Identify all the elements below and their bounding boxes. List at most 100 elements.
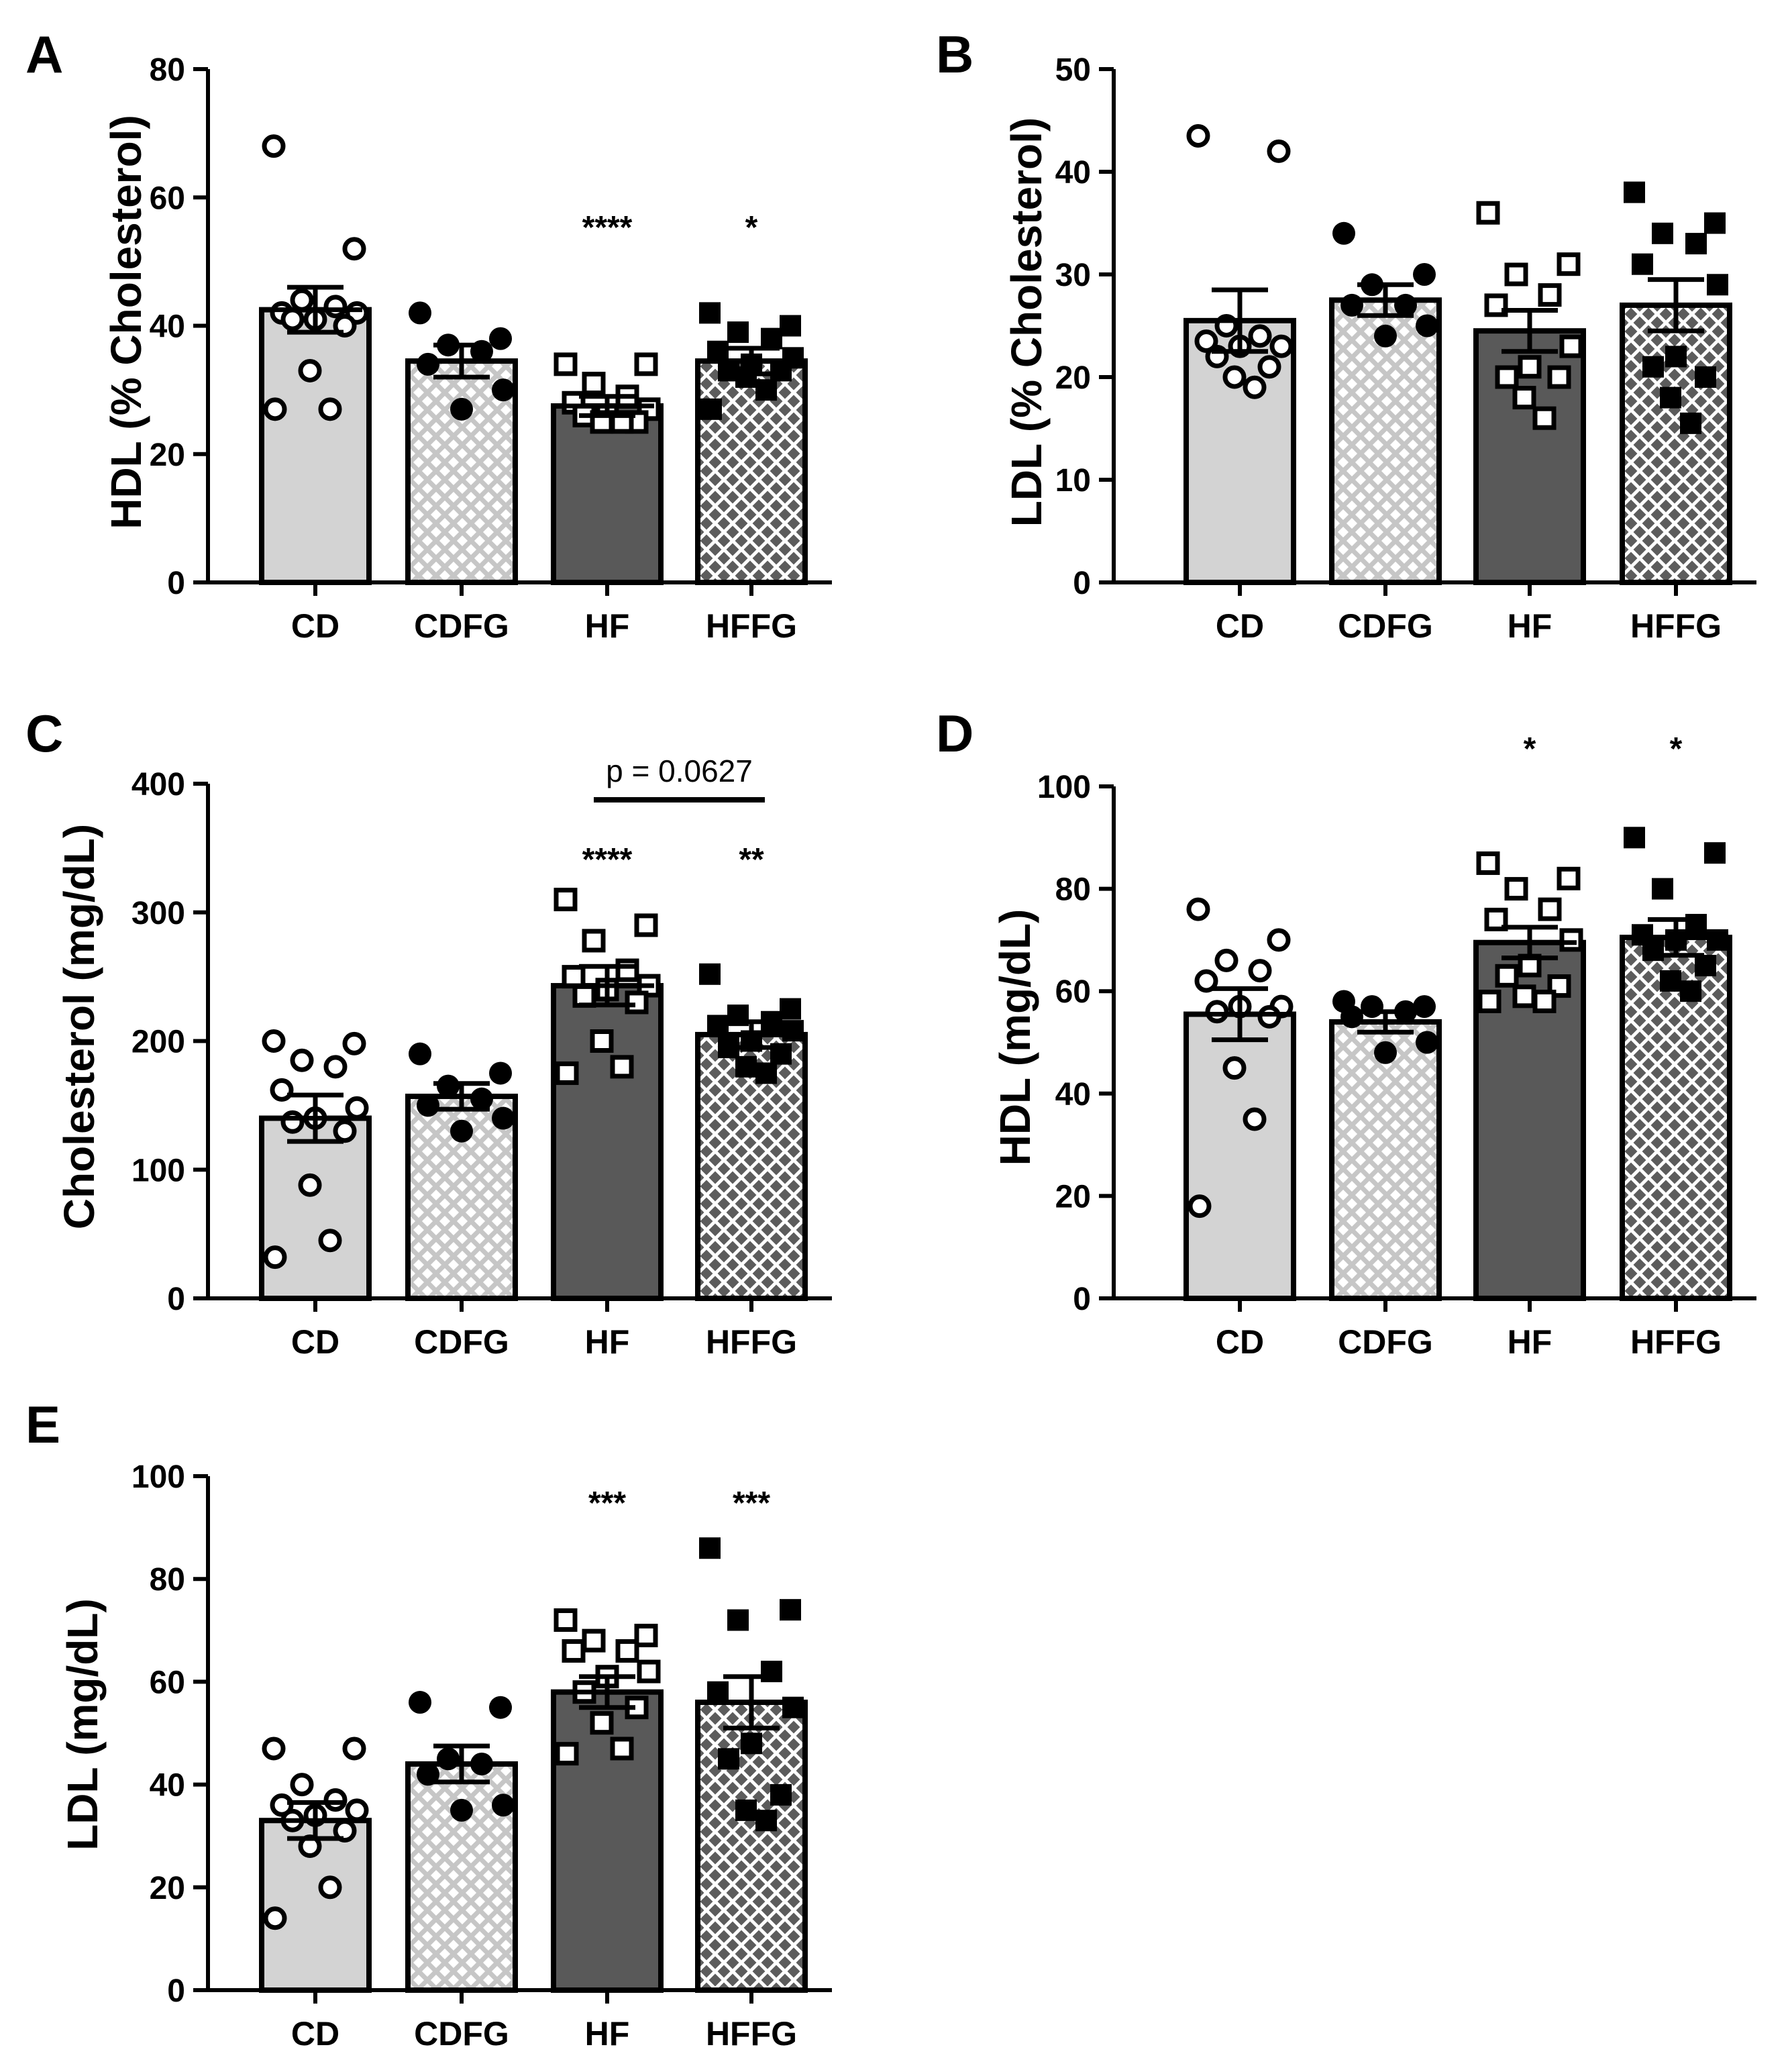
data-point bbox=[323, 295, 348, 319]
data-point bbox=[1476, 851, 1500, 875]
data-point bbox=[1624, 181, 1645, 203]
data-point bbox=[634, 913, 658, 937]
y-tick-label: 0 bbox=[1073, 1282, 1091, 1317]
data-point bbox=[727, 1609, 749, 1631]
y-tick-label: 0 bbox=[167, 1282, 185, 1317]
data-point bbox=[1205, 1000, 1229, 1024]
significance-stars: **** bbox=[582, 842, 633, 878]
category-label-cdfg: CDFG bbox=[1338, 607, 1433, 645]
category-label-hf: HF bbox=[585, 1323, 630, 1361]
y-axis-label: LDL (mg/dL) bbox=[58, 1598, 107, 1851]
category-label-cdfg: CDFG bbox=[414, 607, 509, 645]
y-tick-label: 0 bbox=[167, 1973, 185, 2009]
panel-letter: B bbox=[936, 25, 973, 84]
y-tick-label: 0 bbox=[1073, 566, 1091, 601]
data-point bbox=[270, 1078, 294, 1102]
data-point bbox=[417, 352, 439, 376]
data-point bbox=[263, 1245, 287, 1270]
data-point bbox=[492, 1794, 515, 1817]
data-point bbox=[1642, 356, 1664, 378]
data-point bbox=[770, 1783, 792, 1806]
data-point bbox=[1361, 995, 1383, 1019]
y-tick-label: 200 bbox=[131, 1025, 185, 1060]
data-point bbox=[409, 301, 431, 325]
data-point bbox=[1194, 329, 1218, 353]
data-point bbox=[1557, 252, 1581, 276]
data-point bbox=[770, 360, 792, 382]
y-tick-label: 60 bbox=[150, 180, 185, 216]
data-point bbox=[755, 1810, 777, 1832]
data-point bbox=[780, 998, 801, 1020]
data-point bbox=[450, 397, 473, 421]
data-point bbox=[342, 1737, 366, 1761]
data-point bbox=[318, 1875, 342, 1900]
bar-cd bbox=[1183, 1011, 1296, 1302]
bar-hffg bbox=[695, 358, 808, 585]
data-point bbox=[755, 1062, 777, 1084]
category-label-cd: CD bbox=[1216, 1323, 1264, 1361]
data-point bbox=[554, 352, 578, 376]
panel-d-hdl-mg-dl: D HDL (mg/dL) 0 20 40 60 80 100 CD CDFG HF * HFFG * bbox=[936, 704, 1756, 1361]
data-point bbox=[1538, 283, 1562, 307]
data-point bbox=[1194, 969, 1218, 993]
bar-hf bbox=[551, 1689, 664, 1993]
data-point bbox=[610, 1055, 634, 1079]
data-point bbox=[555, 1061, 579, 1085]
data-point bbox=[572, 984, 596, 1008]
bar-cdfg bbox=[1329, 1019, 1442, 1301]
data-point bbox=[323, 1788, 348, 1812]
data-point bbox=[290, 1048, 314, 1072]
significance-stars: *** bbox=[733, 1486, 770, 1521]
data-point bbox=[333, 1119, 357, 1143]
data-point bbox=[1186, 897, 1210, 921]
data-point bbox=[1518, 355, 1542, 379]
data-point bbox=[1248, 959, 1272, 983]
category-label-cdfg: CDFG bbox=[1338, 1323, 1433, 1361]
data-point bbox=[318, 397, 342, 421]
y-tick-label: 20 bbox=[150, 437, 185, 473]
data-point bbox=[699, 302, 721, 324]
data-point bbox=[1532, 989, 1557, 1013]
data-point bbox=[1707, 929, 1728, 951]
data-point bbox=[707, 1681, 729, 1703]
y-tick-label: 60 bbox=[150, 1665, 185, 1700]
y-tick-label: 100 bbox=[131, 1153, 185, 1188]
y-tick-label: 30 bbox=[1055, 258, 1091, 293]
significance-stars: ** bbox=[739, 842, 764, 878]
data-point bbox=[1504, 262, 1528, 287]
data-point bbox=[741, 1732, 762, 1755]
panel-b-ldl-percent-cholesterol: B LDL (% Cholesterol) 0 10 20 30 40 50 CD CDFG H… bbox=[936, 25, 1756, 645]
data-point bbox=[263, 397, 287, 421]
data-point bbox=[298, 1173, 322, 1197]
data-point bbox=[342, 237, 366, 261]
data-point bbox=[727, 321, 749, 344]
category-label-hf: HF bbox=[1508, 1323, 1552, 1361]
data-point bbox=[1559, 334, 1583, 358]
data-point bbox=[323, 1055, 348, 1079]
data-point bbox=[318, 1229, 342, 1253]
data-point bbox=[1685, 914, 1707, 936]
data-point bbox=[554, 888, 578, 912]
data-point bbox=[634, 1623, 658, 1647]
data-point bbox=[1257, 355, 1281, 379]
significance-stars: *** bbox=[588, 1486, 626, 1521]
data-point bbox=[634, 352, 658, 376]
data-point bbox=[1680, 980, 1701, 1002]
data-point bbox=[1257, 1004, 1281, 1029]
data-point bbox=[298, 358, 322, 382]
data-point bbox=[1642, 939, 1664, 962]
category-label-hffg: HFFG bbox=[1630, 607, 1722, 645]
category-label-cdfg: CDFG bbox=[414, 2015, 509, 2053]
data-point bbox=[1695, 366, 1716, 388]
data-point bbox=[1477, 989, 1502, 1013]
data-point bbox=[610, 1737, 634, 1761]
data-point bbox=[780, 315, 801, 337]
data-point bbox=[280, 1110, 305, 1134]
data-point bbox=[1652, 222, 1673, 244]
data-point bbox=[582, 1628, 606, 1653]
category-label-hffg: HFFG bbox=[1630, 1323, 1722, 1361]
category-label-cd: CD bbox=[1216, 607, 1264, 645]
data-point bbox=[755, 379, 777, 401]
data-point bbox=[562, 1639, 586, 1663]
